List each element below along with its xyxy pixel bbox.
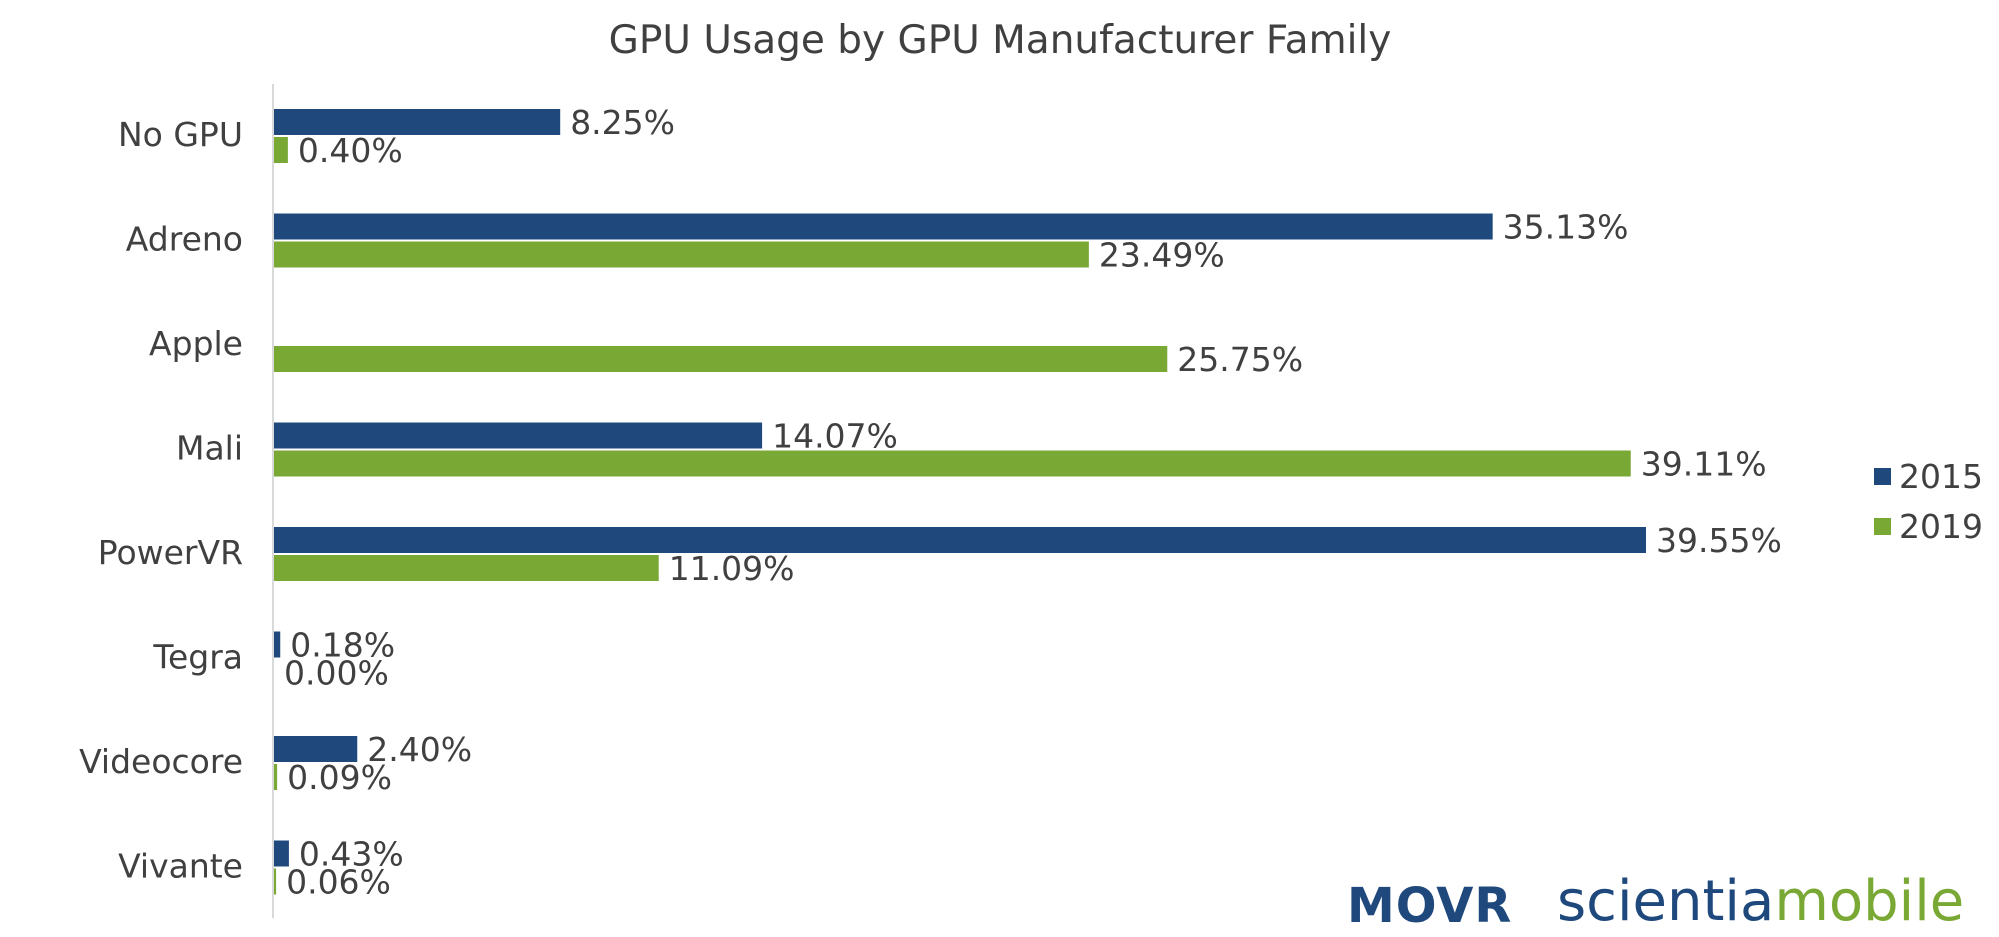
chart-title: GPU Usage by GPU Manufacturer Family xyxy=(609,18,1392,63)
data-label-vivante-2019: 0.06% xyxy=(286,863,391,902)
data-label-apple-2019: 25.75% xyxy=(1177,340,1303,379)
data-label-powervr-2019: 11.09% xyxy=(669,549,795,588)
data-label-videocore-2015: 2.40% xyxy=(367,730,472,769)
bar-videocore-2015 xyxy=(274,736,358,762)
data-label-tegra-2019: 0.00% xyxy=(284,654,389,693)
bar-powervr-2015 xyxy=(274,527,1646,553)
data-labels: 8.25% 0.40% 35.13% 23.49% 25.75% 14.07% 39.11%… xyxy=(284,103,1782,902)
data-label-no-gpu-2019: 0.40% xyxy=(298,131,403,170)
bar-vivante-2015 xyxy=(274,840,289,867)
category-labels: No GPU Adreno Apple Mali PowerVR Tegra Videoco… xyxy=(79,115,243,886)
legend-swatch-2015 xyxy=(1874,468,1891,485)
data-label-no-gpu-2015: 8.25% xyxy=(570,103,675,142)
bar-adreno-2019 xyxy=(274,241,1089,268)
category-label-videocore: Videocore xyxy=(79,742,243,781)
data-label-mali-2019: 39.11% xyxy=(1641,445,1767,484)
bar-no-gpu-2019 xyxy=(274,137,288,163)
bar-adreno-2015 xyxy=(274,213,1493,240)
legend-label-2015: 2015 xyxy=(1899,457,1983,496)
category-label-mali: Mali xyxy=(176,429,243,468)
category-label-apple: Apple xyxy=(149,324,243,363)
movr-logo: MOVR xyxy=(1347,878,1512,934)
category-label-no-gpu: No GPU xyxy=(118,115,243,154)
category-label-powervr: PowerVR xyxy=(98,533,243,572)
scientiamobile-logo-part1: scientia xyxy=(1557,869,1774,934)
data-label-powervr-2015: 39.55% xyxy=(1656,521,1782,560)
bar-tegra-2015 xyxy=(274,631,281,658)
bar-no-gpu-2015 xyxy=(274,109,561,135)
legend-swatch-2019 xyxy=(1874,518,1891,535)
category-label-adreno: Adreno xyxy=(126,220,243,259)
category-label-vivante: Vivante xyxy=(118,847,243,886)
data-label-adreno-2015: 35.13% xyxy=(1503,208,1629,247)
bar-mali-2019 xyxy=(274,450,1631,477)
data-label-vivante-2015: 0.43% xyxy=(299,835,404,874)
bar-vivante-2019 xyxy=(274,868,277,895)
bar-powervr-2019 xyxy=(274,555,659,581)
bar-videocore-2019 xyxy=(274,764,278,790)
bar-apple-2019 xyxy=(274,346,1168,372)
category-label-tegra: Tegra xyxy=(152,638,243,677)
bars-group xyxy=(274,109,1646,895)
legend: 2015 2019 xyxy=(1874,457,1983,546)
scientiamobile-logo-part2: mobile xyxy=(1774,869,1964,934)
data-label-tegra-2015: 0.18% xyxy=(290,626,395,665)
scientiamobile-logo: scientiamobile xyxy=(1557,869,1964,934)
data-label-adreno-2019: 23.49% xyxy=(1099,236,1225,275)
bar-mali-2015 xyxy=(274,422,763,449)
brand-logos: MOVR scientiamobile xyxy=(1347,869,1964,934)
data-label-mali-2015: 14.07% xyxy=(772,417,898,456)
data-label-videocore-2019: 0.09% xyxy=(287,758,392,797)
legend-label-2019: 2019 xyxy=(1899,507,1983,546)
